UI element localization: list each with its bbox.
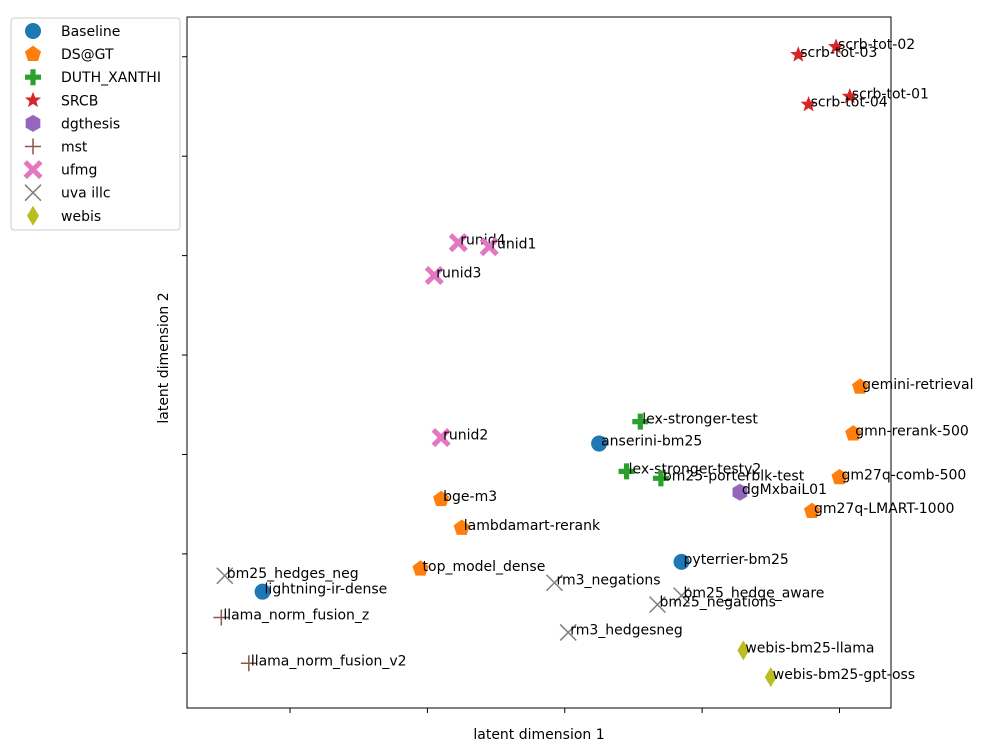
legend-label: webis	[61, 209, 101, 225]
legend-marker	[25, 138, 41, 155]
data-point	[764, 667, 777, 688]
data-point	[648, 596, 667, 614]
data-point	[790, 46, 807, 62]
legend: Baseline DS@GT DUTH_XANTHI SRCB dgthesis mst u…	[10, 17, 181, 231]
point-label: llama_norm_fusion_z	[223, 608, 369, 624]
data-point	[545, 574, 563, 592]
point-label: rm3_hedgesneg	[570, 622, 683, 638]
point-label: dgMxbaiL01	[742, 482, 827, 498]
data-point	[827, 38, 845, 54]
point-label: top_model_dense	[423, 559, 546, 575]
data-point	[737, 640, 750, 661]
data-point	[431, 428, 451, 448]
legend-marker	[25, 23, 41, 39]
data-point	[240, 655, 257, 672]
y-axis-label: latent dimension 2	[156, 292, 172, 423]
data-point	[673, 553, 690, 570]
data-point	[424, 265, 444, 286]
legend-label: uva illc	[61, 186, 111, 202]
point-label: bm25-porterblk-test	[663, 468, 805, 484]
point-label: bm25_negations	[659, 595, 775, 611]
point-label: gm27q-LMART-1000	[814, 501, 954, 517]
legend-marker	[24, 45, 42, 61]
data-point	[591, 435, 608, 452]
data-point	[254, 583, 271, 600]
data-point	[412, 560, 429, 576]
point-label: webis-bm25-llama	[745, 640, 874, 656]
legend-marker	[25, 69, 41, 86]
point-label: pyterrier-bm25	[684, 552, 789, 568]
legend-marker	[24, 91, 42, 108]
point-label: scrb-tot-02	[838, 37, 915, 53]
point-label: lightning-ir-dense	[265, 582, 388, 598]
point-label: bm25_hedges_neg	[227, 566, 359, 582]
data-point	[732, 483, 748, 501]
axes-frame	[186, 16, 892, 709]
plot-area: anserini-bm25 pyterrier-bm25 lightning-ir-…	[182, 16, 973, 713]
point-label: gm27q-comb-500	[841, 467, 966, 483]
point-label: runid2	[443, 428, 488, 444]
legend-marker	[23, 160, 43, 180]
point-label: bm25_hedge_aware	[684, 586, 825, 602]
data-point	[213, 609, 230, 626]
point-label: llama_norm_fusion_v2	[251, 653, 407, 669]
data-point	[448, 233, 468, 253]
legend-label: ufmg	[61, 163, 97, 179]
data-point	[803, 502, 821, 519]
data-point	[672, 587, 691, 605]
data-point	[559, 623, 577, 641]
point-label: gmn-rerank-500	[855, 424, 969, 440]
legend-label: SRCB	[61, 93, 98, 109]
legend-label: dgthesis	[61, 116, 120, 132]
point-label: scrb-tot-01	[852, 87, 929, 103]
data-point	[618, 463, 635, 480]
point-label: lambdamart-rerank	[464, 518, 601, 534]
legend-label: Baseline	[61, 24, 120, 40]
data-point	[453, 519, 470, 535]
x-axis-label: latent dimension 1	[473, 727, 604, 743]
legend-marker	[24, 184, 42, 202]
data-point	[800, 95, 817, 112]
data-point	[831, 468, 848, 485]
data-point	[433, 490, 450, 507]
point-label: runid3	[436, 266, 481, 282]
legend-marker	[25, 114, 41, 132]
legend-frame	[10, 17, 181, 231]
legend-label: DUTH_XANTHI	[61, 70, 161, 86]
point-label: gemini-retrieval	[862, 377, 973, 393]
data-point	[632, 413, 649, 430]
point-label: scrb-tot-03	[800, 45, 877, 61]
data-point	[841, 88, 858, 104]
legend-marker	[27, 205, 39, 226]
legend-label: DS@GT	[61, 47, 114, 63]
legend-label: mst	[61, 140, 88, 156]
data-point	[479, 237, 499, 257]
point-label: runid1	[491, 237, 536, 253]
data-point	[652, 470, 669, 487]
point-label: lex-stronger-test	[642, 412, 758, 428]
data-point	[216, 567, 234, 585]
point-label: bge-m3	[443, 489, 497, 505]
point-label: rm3_negations	[556, 573, 660, 589]
point-label: webis-bm25-gpt-oss	[773, 667, 915, 683]
data-point	[845, 425, 862, 441]
point-label: scrb-tot-04	[811, 94, 888, 110]
data-point	[852, 378, 869, 394]
point-label: anserini-bm25	[601, 434, 702, 450]
